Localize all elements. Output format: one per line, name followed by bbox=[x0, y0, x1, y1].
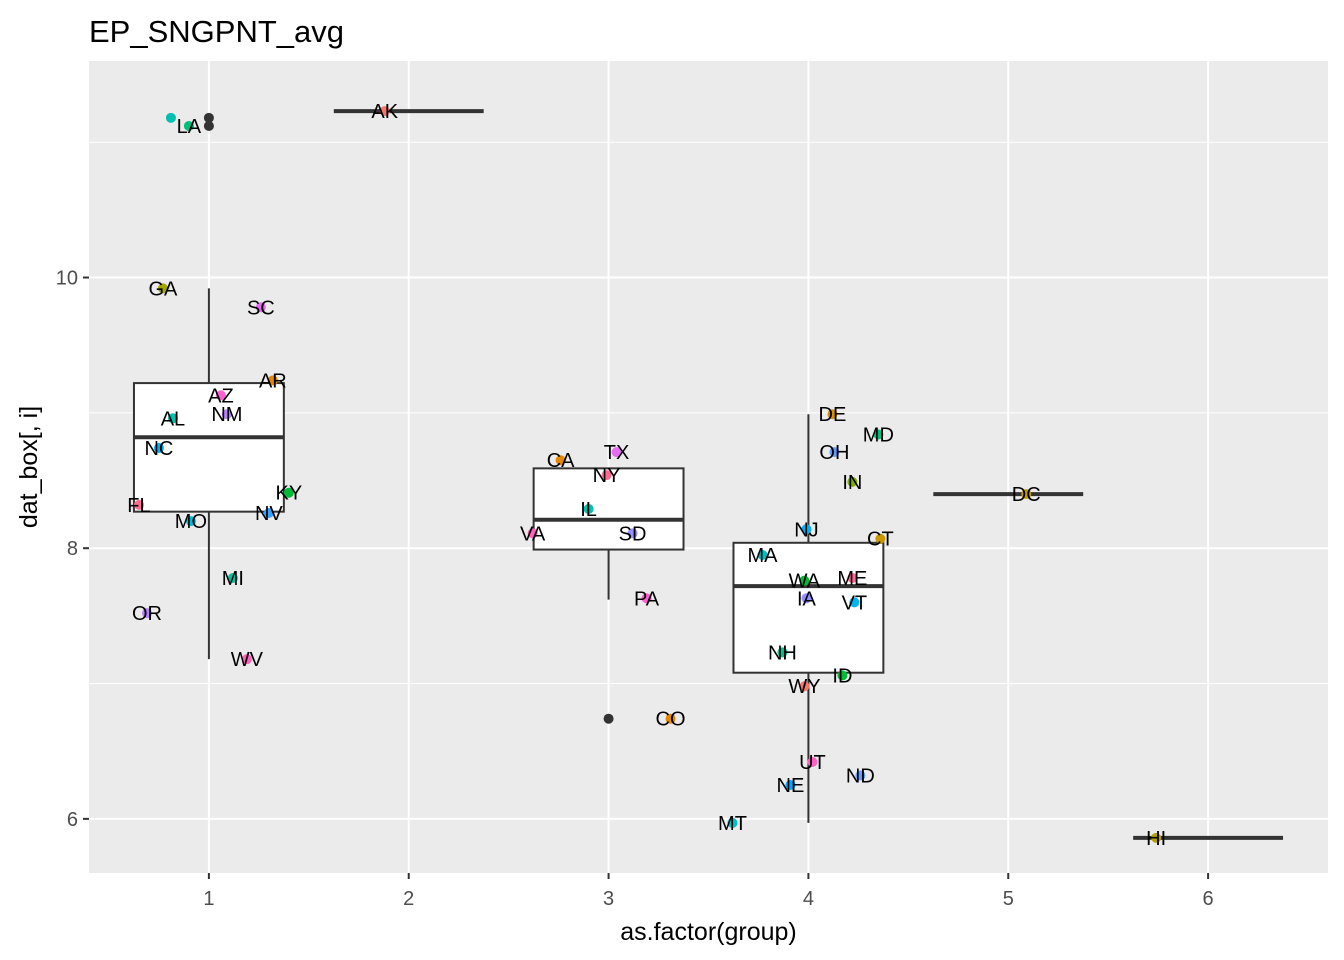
point-label: AR bbox=[259, 370, 287, 392]
y-tick-label: 8 bbox=[67, 538, 78, 560]
point-label: IL bbox=[580, 499, 597, 521]
point-label: ME bbox=[837, 568, 867, 590]
x-tick-label: 1 bbox=[203, 888, 214, 910]
x-tick-label: 2 bbox=[403, 888, 414, 910]
point-label: IA bbox=[797, 588, 817, 610]
point-label: NE bbox=[777, 775, 805, 797]
point-label: AK bbox=[371, 101, 398, 123]
point-label: MA bbox=[747, 545, 778, 567]
point-label: NM bbox=[211, 404, 242, 426]
point-label: ND bbox=[846, 766, 875, 788]
point-label: IN bbox=[842, 472, 862, 494]
data-point bbox=[166, 113, 176, 123]
point-label: PA bbox=[634, 588, 660, 610]
point-label: CO bbox=[656, 709, 686, 731]
x-axis-ticks: 1 2 3 4 5 6 bbox=[203, 873, 1213, 910]
point-label: HI bbox=[1146, 828, 1166, 850]
point-label: GA bbox=[148, 278, 178, 300]
point-label: VA bbox=[520, 523, 546, 545]
point-label: KY bbox=[275, 483, 302, 505]
point-label: MD bbox=[863, 425, 894, 447]
point-label: NJ bbox=[794, 519, 818, 541]
point-label: FL bbox=[127, 495, 150, 517]
point-label: VT bbox=[842, 592, 868, 614]
y-axis-title: dat_box[, i] bbox=[15, 406, 43, 528]
point-label: NC bbox=[144, 438, 173, 460]
point-label: DC bbox=[1012, 484, 1041, 506]
point-label: NY bbox=[593, 465, 621, 487]
point-label: AL bbox=[161, 408, 185, 430]
point-label: CT bbox=[867, 529, 894, 551]
point-label: MI bbox=[222, 568, 244, 590]
x-tick-label: 6 bbox=[1203, 888, 1214, 910]
x-axis-title: as.factor(group) bbox=[620, 918, 796, 946]
box-outlier bbox=[204, 121, 214, 131]
point-label: SD bbox=[619, 523, 647, 545]
point-label: OR bbox=[132, 603, 162, 625]
point-label: TX bbox=[604, 442, 630, 464]
point-label: NH bbox=[768, 642, 797, 664]
box-outlier bbox=[604, 714, 614, 724]
x-tick-label: 4 bbox=[803, 888, 814, 910]
point-label: SC bbox=[247, 297, 275, 319]
point-label: MT bbox=[718, 813, 747, 835]
y-tick-label: 10 bbox=[56, 268, 78, 290]
point-label: ID bbox=[832, 665, 852, 687]
y-tick-label: 6 bbox=[67, 809, 78, 831]
x-tick-label: 3 bbox=[603, 888, 614, 910]
point-label: MO bbox=[175, 511, 207, 533]
point-label: DE bbox=[819, 404, 847, 426]
point-label: OH bbox=[819, 442, 849, 464]
chart-title: EP_SNGPNT_avg bbox=[89, 14, 344, 49]
y-axis-ticks: 6 8 10 bbox=[56, 268, 89, 831]
point-label: WY bbox=[788, 676, 820, 698]
point-label: LA bbox=[177, 116, 202, 138]
point-label: UT bbox=[799, 752, 826, 774]
point-label: WV bbox=[231, 649, 264, 671]
x-tick-label: 5 bbox=[1003, 888, 1014, 910]
point-label: NV bbox=[255, 503, 283, 525]
point-label: CA bbox=[547, 450, 575, 472]
